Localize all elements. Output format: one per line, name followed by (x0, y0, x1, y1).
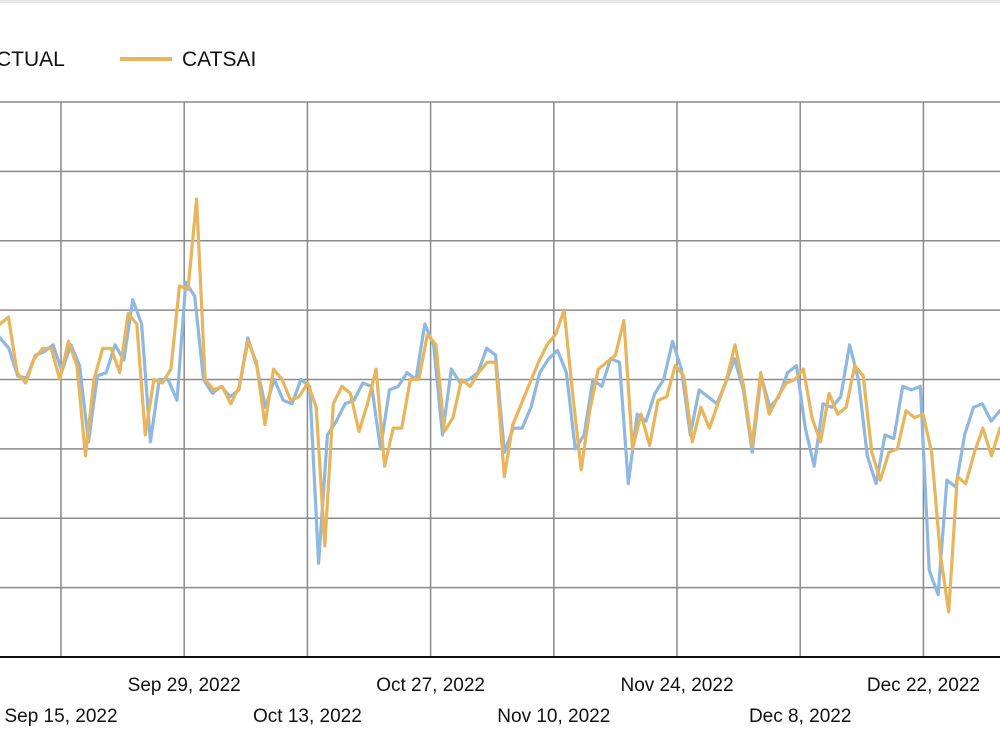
x-tick-label: Nov 10, 2022 (497, 706, 610, 727)
x-tick-label: Nov 24, 2022 (620, 675, 733, 696)
x-tick-label: Sep 15, 2022 (4, 706, 117, 727)
x-tick-label: Sep 29, 2022 (128, 675, 241, 696)
series-line-catsai (0, 197, 1000, 614)
top-border (0, 0, 1000, 3)
x-tick-label: Oct 27, 2022 (376, 675, 485, 696)
x-tick-labels: Sep 15, 2022 Sep 29, 2022 Oct 13, 2022 Oct … (4, 675, 980, 727)
legend-label-actual: ACTUAL (0, 48, 65, 71)
x-tick-label: Dec 22, 2022 (867, 675, 980, 696)
legend-label-catsai: CATSAI (182, 48, 256, 71)
series-lines (0, 197, 1000, 614)
legend: ACTUAL CATSAI (0, 48, 256, 71)
x-tick-label: Dec 8, 2022 (749, 706, 851, 727)
x-tick-label: Oct 13, 2022 (253, 706, 362, 727)
